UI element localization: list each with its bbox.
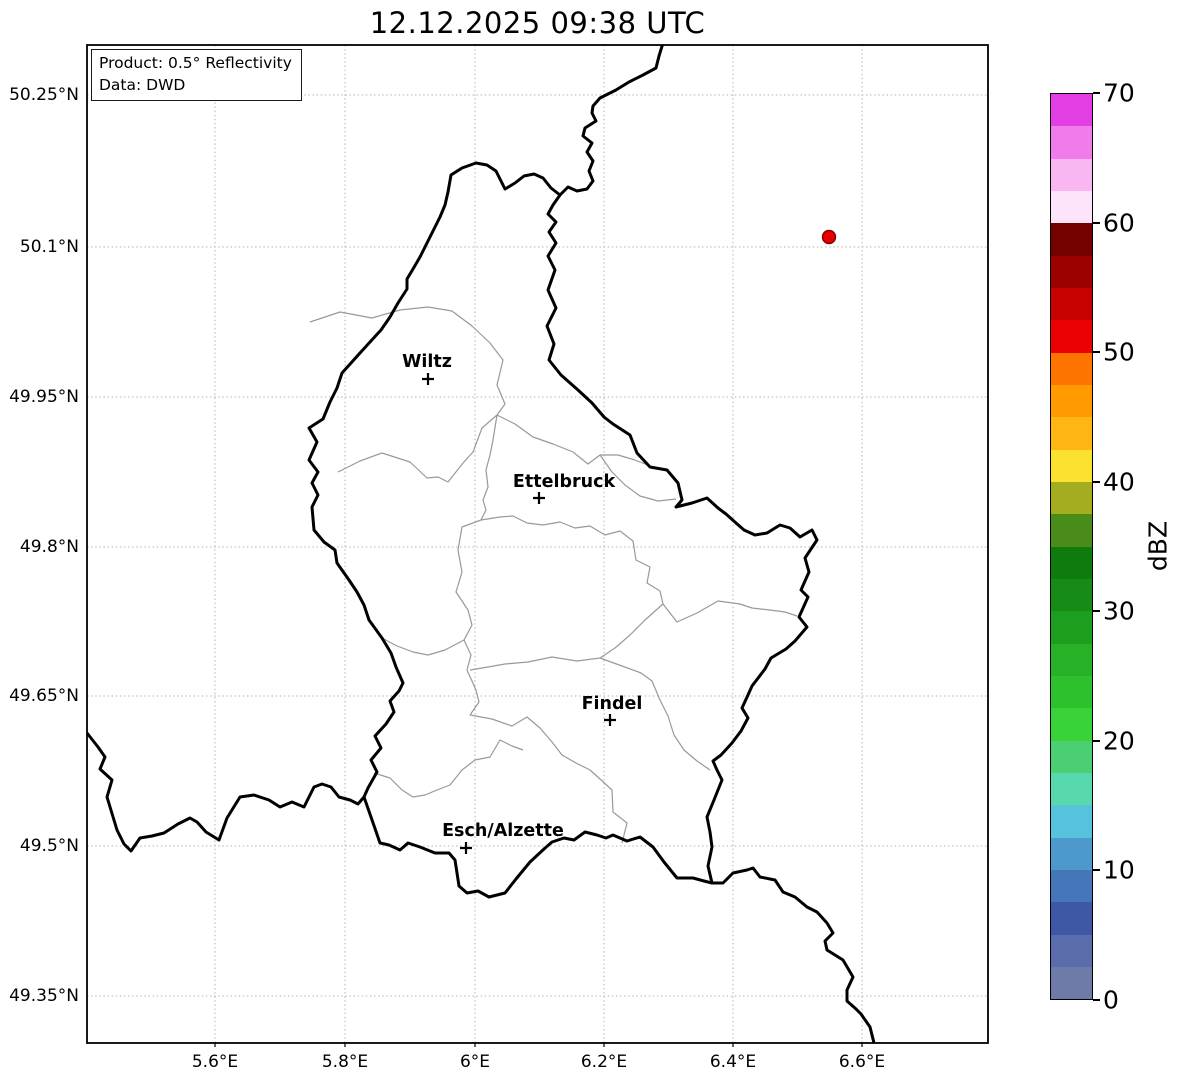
colorbar-tick-label: 60 [1103,208,1135,238]
colorbar-tick-label: 30 [1103,596,1135,626]
colorbar-segment [1051,740,1092,773]
colorbar-segment [1051,772,1092,806]
colorbar-tick [1093,92,1100,94]
colorbar-segment [1051,449,1092,482]
y-tick-label: 49.95°N [9,387,79,407]
colorbar-segment [1051,869,1092,903]
colorbar-segment [1051,902,1092,935]
colorbar-tick-label: 70 [1103,78,1135,108]
colorbar-segment [1051,384,1092,418]
colorbar-tick [1093,869,1100,872]
colorbar-segment [1051,546,1092,579]
colorbar-segment [1051,514,1092,547]
canton-border-path [599,454,677,502]
canton-border-path [469,656,601,671]
x-tick-label: 6°E [459,1052,491,1072]
city-marker-icon [422,373,434,385]
colorbar-tick [1093,480,1100,483]
colorbar-segment [1051,805,1092,838]
y-tick-label: 50.1°N [19,237,79,257]
colorbar-segment [1051,417,1092,450]
colorbar-segment [1051,190,1092,224]
neighbor-border-path-north [558,45,664,197]
canton-border-path [480,515,798,623]
legend-data-line: Data: DWD [99,76,186,94]
colorbar-tick-label: 20 [1103,726,1135,756]
colorbar-segment [1051,611,1092,644]
neighbor-border-path-southwest [87,731,366,853]
colorbar-axis-label: dBZ [1143,520,1173,572]
colorbar-tick [1093,351,1100,354]
canton-border-path [337,414,498,483]
colorbar-tick [1093,999,1100,1001]
colorbar-segment [1051,94,1092,127]
city-label: Wiltz [402,352,452,372]
colorbar-tick-label: 0 [1103,985,1119,1015]
city-markers [422,373,616,854]
colorbar-segment [1051,255,1092,288]
canton-border-path [599,603,664,659]
radar-cell-dot [821,229,837,245]
city-label: Esch/Alzette [442,821,564,841]
colorbar [1050,93,1093,1000]
colorbar-segment [1051,966,1092,1000]
city-marker-icon [533,492,545,504]
colorbar-tick-label: 50 [1103,337,1135,367]
city-marker-icon [460,842,472,854]
radar-dot-layer [821,229,837,245]
colorbar-tick [1093,610,1100,613]
colorbar-segment [1051,352,1092,385]
city-label: Findel [581,694,643,714]
colorbar-segment [1051,481,1092,515]
canton-borders [309,306,798,844]
y-tick-label: 50.25°N [9,85,79,105]
x-tick-label: 6.2°E [580,1052,628,1072]
colorbar-segment [1051,837,1092,870]
colorbar-segment [1051,287,1092,321]
map-frame [86,44,989,1044]
colorbar-segment [1051,223,1092,256]
colorbar-tick-label: 40 [1103,467,1135,497]
colorbar-tick [1093,739,1100,742]
legend-box: Product: 0.5° Reflectivity Data: DWD [91,49,302,101]
canton-border-path [496,414,651,467]
canton-border-path [469,714,628,844]
grid-lines [87,45,988,1043]
city-marker-icon [604,714,616,726]
x-tick-label: 6.6°E [838,1052,886,1072]
x-tick-label: 5.8°E [321,1052,369,1072]
colorbar-segment [1051,126,1092,159]
canton-border-path [373,739,524,798]
colorbar-tick-label: 10 [1103,855,1135,885]
canton-border-path [309,306,506,416]
legend-product-line: Product: 0.5° Reflectivity [99,54,292,72]
city-label: Ettelbruck [512,472,616,492]
colorbar-segment [1051,934,1092,967]
canton-border-path [480,414,498,521]
luxembourg-border-path [307,161,819,899]
y-tick-label: 49.8°N [19,537,79,557]
canton-border-path [455,519,482,716]
y-tick-label: 49.35°N [9,986,79,1006]
y-tick-label: 49.5°N [19,836,79,856]
colorbar-segment [1051,643,1092,676]
colorbar-segment [1051,708,1092,741]
colorbar-segment [1051,320,1092,353]
colorbar-segment [1051,675,1092,709]
colorbar-tick [1093,221,1100,224]
x-tick-label: 6.4°E [709,1052,757,1072]
colorbar-segment [1051,158,1092,191]
y-tick-label: 49.65°N [9,686,79,706]
colorbar-segment [1051,578,1092,612]
canton-border-path [599,657,711,771]
canton-border-path [381,637,465,656]
country-borders [87,45,876,1043]
neighbor-border-path-southeast [710,866,876,1043]
x-tick-label: 5.6°E [191,1052,239,1072]
timestamp-title: 12.12.2025 09:38 UTC [369,6,706,40]
